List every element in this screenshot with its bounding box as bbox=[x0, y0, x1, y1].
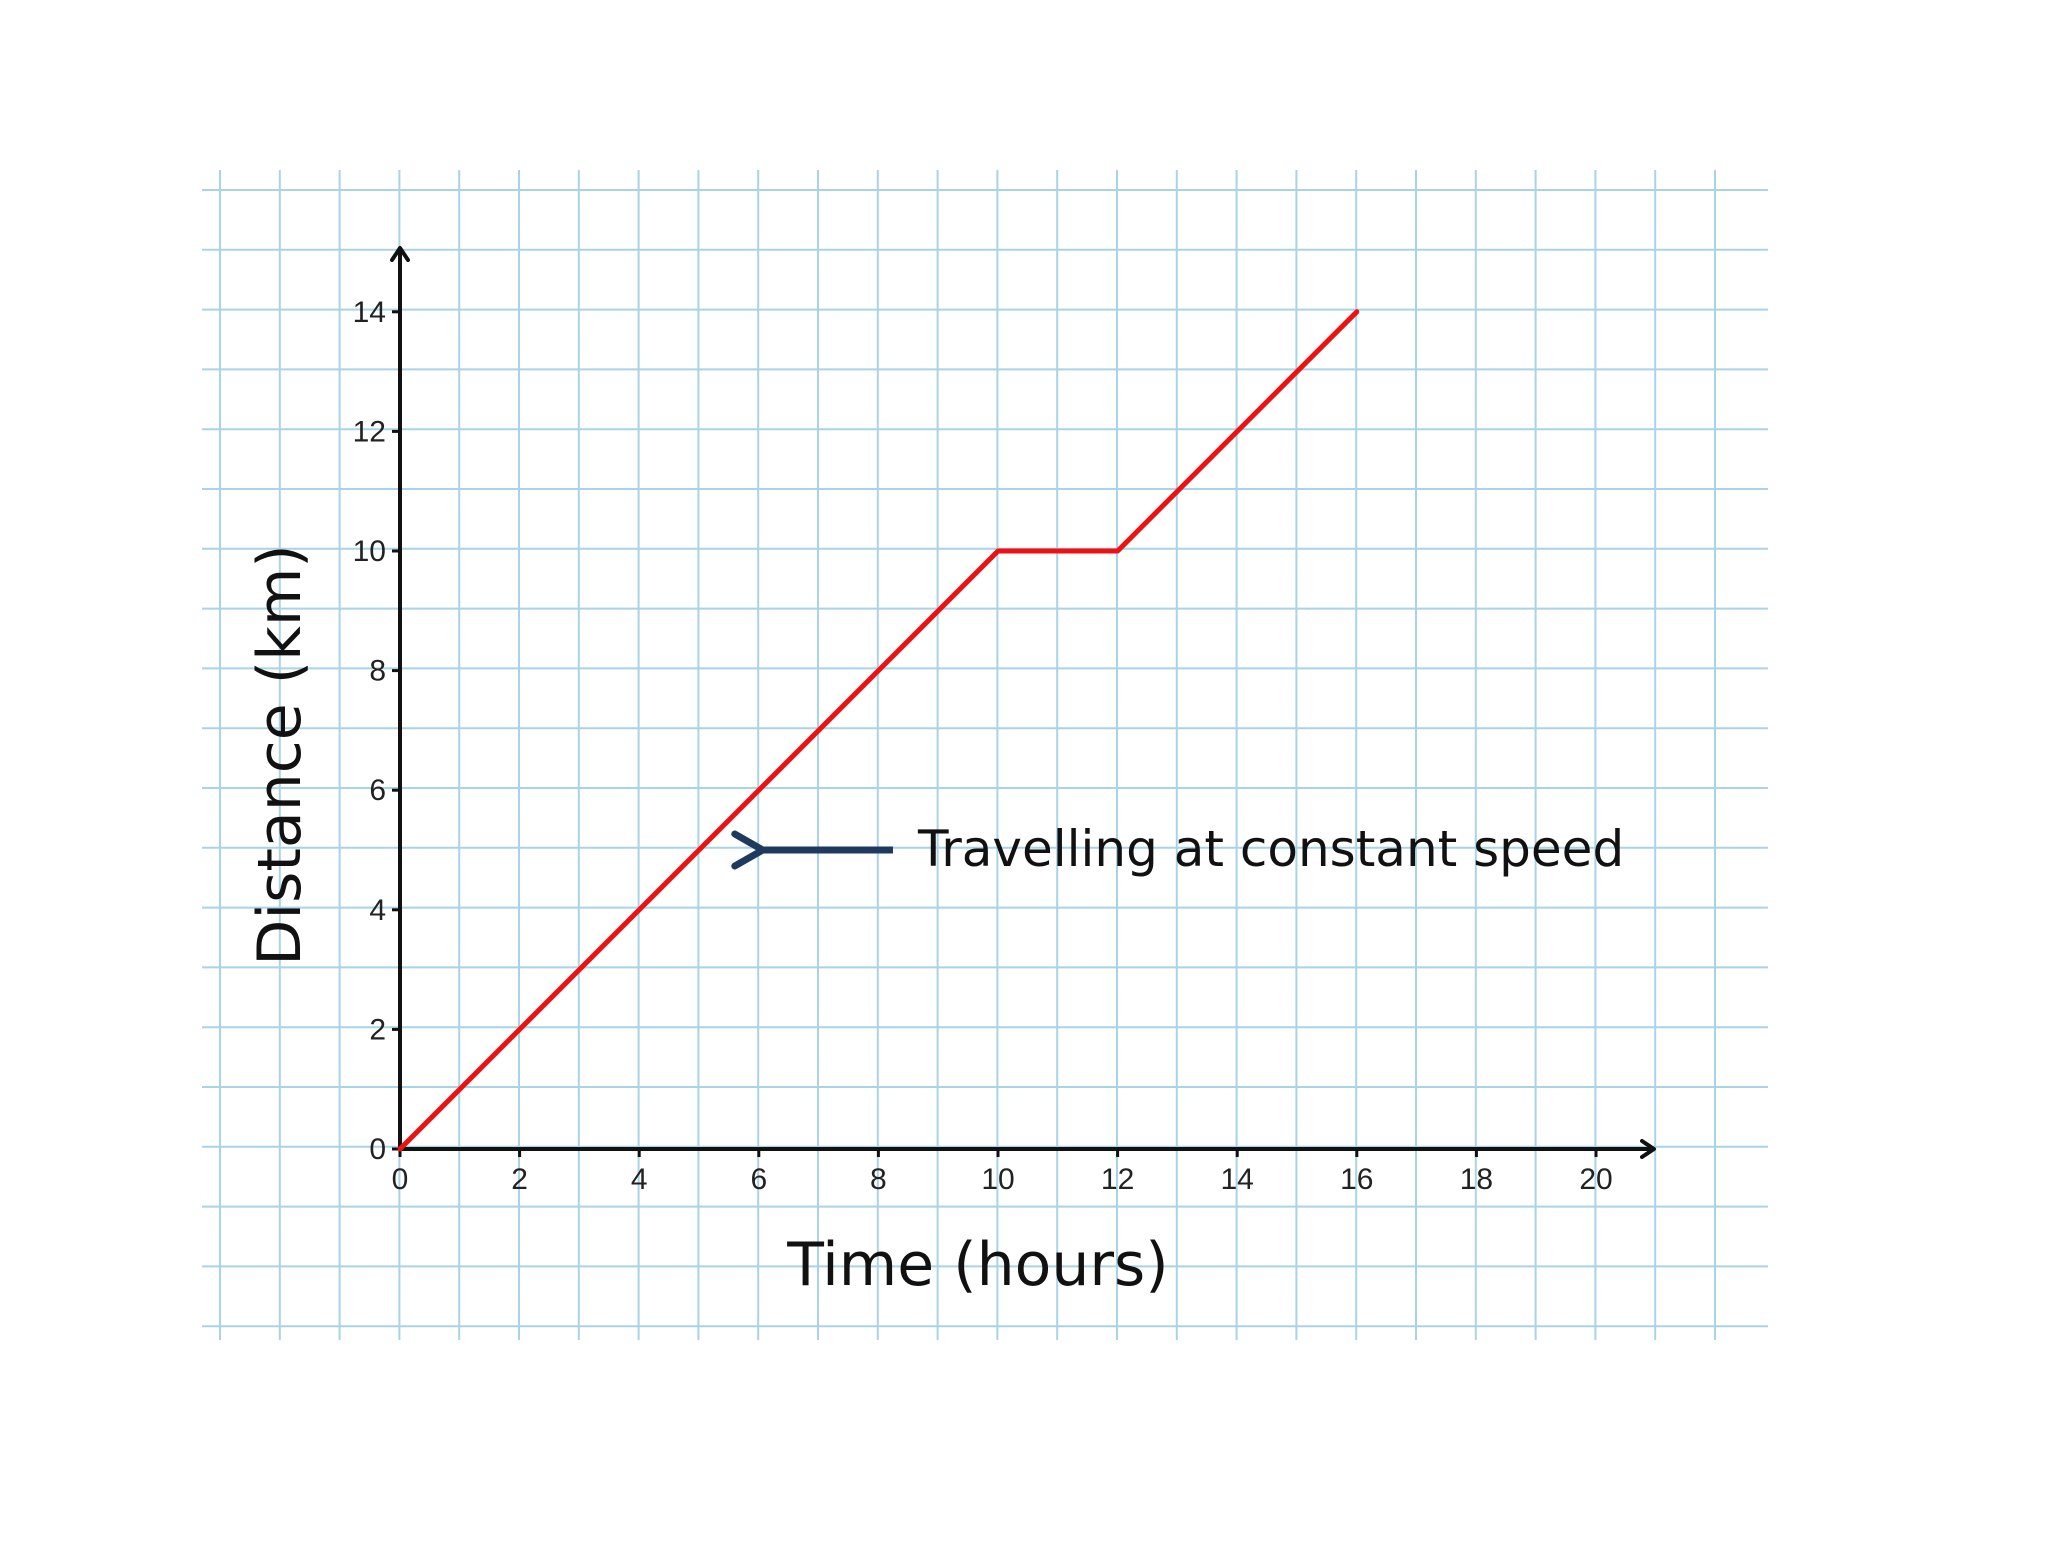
x-tick-label: 8 bbox=[870, 1163, 887, 1196]
y-tick-label: 2 bbox=[369, 1013, 386, 1046]
axes bbox=[390, 246, 1656, 1159]
x-tick-label: 20 bbox=[1579, 1163, 1612, 1196]
grid bbox=[202, 170, 1768, 1340]
y-tick-label: 10 bbox=[353, 535, 386, 568]
x-tick-label: 6 bbox=[750, 1163, 767, 1196]
y-tick-label: 14 bbox=[353, 296, 386, 329]
y-tick-label: 4 bbox=[369, 894, 386, 927]
x-tick-label: 16 bbox=[1340, 1163, 1373, 1196]
series-line bbox=[397, 309, 1360, 1152]
x-tick-label: 18 bbox=[1460, 1163, 1493, 1196]
x-axis-title: Time (hours) bbox=[786, 1230, 1168, 1300]
tick-labels: 0 2 4 6 8 10 12 14 16 18 20 0 2 4 6 8 10 12 14 bbox=[353, 296, 1613, 1196]
x-tick-label: 10 bbox=[981, 1163, 1014, 1196]
y-axis-title: Distance (km) bbox=[245, 544, 315, 965]
x-tick-label: 0 bbox=[392, 1163, 409, 1196]
y-tick-label: 12 bbox=[353, 415, 386, 448]
y-tick-label: 0 bbox=[369, 1133, 386, 1166]
x-tick-label: 12 bbox=[1101, 1163, 1134, 1196]
y-tick-label: 8 bbox=[369, 655, 386, 688]
x-tick-label: 2 bbox=[511, 1163, 528, 1196]
annotation-label: Travelling at constant speed bbox=[917, 820, 1624, 878]
annotations: Travelling at constant speed bbox=[731, 820, 1624, 878]
x-tick-label: 4 bbox=[631, 1163, 648, 1196]
x-tick-label: 14 bbox=[1221, 1163, 1254, 1196]
y-tick-label: 6 bbox=[369, 774, 386, 807]
series bbox=[397, 309, 1360, 1152]
